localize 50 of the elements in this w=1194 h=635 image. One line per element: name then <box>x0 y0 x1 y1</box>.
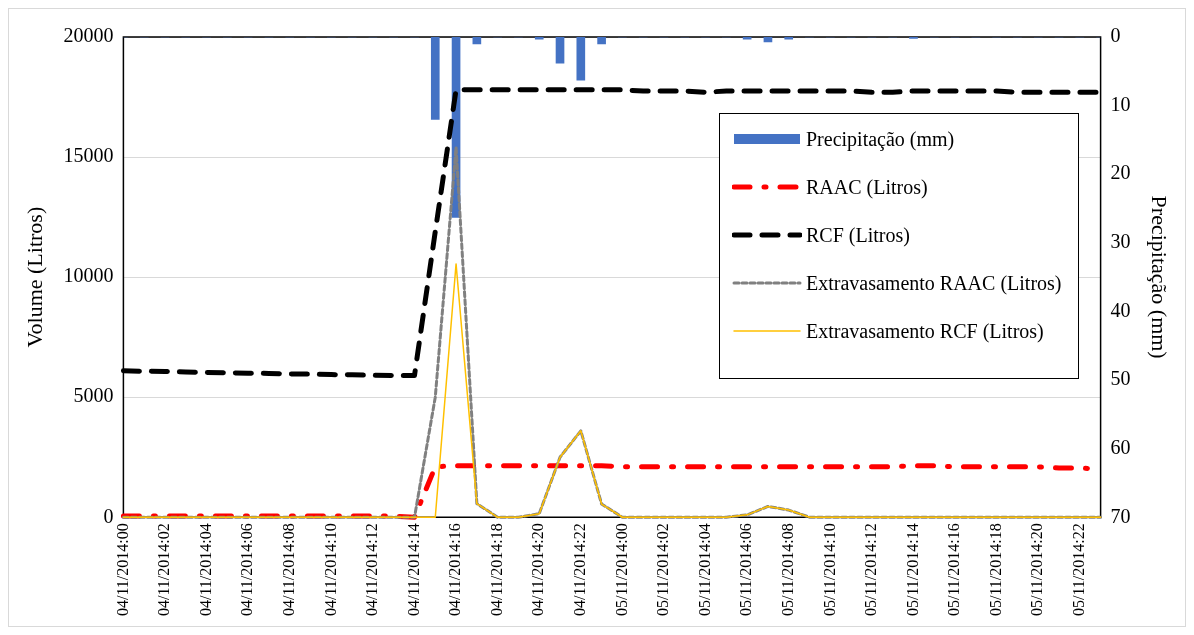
x-tick-label: 05/11/2014:14 <box>903 523 921 617</box>
x-tick-label: 05/11/2014:18 <box>986 523 1004 617</box>
x-tick-label: 05/11/2014:02 <box>654 523 672 617</box>
y2-tick-label: 40 <box>1110 298 1131 321</box>
legend-label: RCF (Litros) <box>806 224 910 246</box>
y-tick-label: 15000 <box>63 144 114 167</box>
y2-tick-label: 0 <box>1110 24 1121 47</box>
x-tick-label: 05/11/2014:20 <box>1028 523 1046 617</box>
x-tick-label: 05/11/2014:10 <box>820 523 838 617</box>
y2-axis-title: Precipitação (mm) <box>1147 195 1173 359</box>
x-tick-label: 04/11/2014:10 <box>321 523 339 617</box>
x-tick-label: 04/11/2014:02 <box>155 523 173 617</box>
y2-tick-label: 50 <box>1110 367 1131 390</box>
x-tick-label: 05/11/2014:00 <box>612 523 630 617</box>
bar <box>576 37 586 81</box>
y2-tick-label: 70 <box>1110 504 1131 527</box>
legend-label: Extravasamento RAAC (Litros) <box>806 272 1062 294</box>
x-tick-label: 04/11/2014:08 <box>279 523 297 617</box>
x-tick-label: 04/11/2014:06 <box>238 523 256 617</box>
y2-tick-label: 10 <box>1110 92 1131 115</box>
y2-tick-label: 30 <box>1110 230 1131 253</box>
y-tick-label: 0 <box>103 504 114 527</box>
legend-label: RAAC (Litros) <box>806 176 928 198</box>
x-tick-label: 04/11/2014:20 <box>529 523 547 617</box>
x-tick-label: 04/11/2014:04 <box>196 523 214 617</box>
x-tick-label: 04/11/2014:12 <box>363 523 381 617</box>
x-tick-label: 05/11/2014:06 <box>737 523 755 617</box>
y2-tick-label: 60 <box>1110 435 1131 458</box>
y-tick-label: 20000 <box>63 24 114 47</box>
bar <box>597 37 606 45</box>
x-tick-label: 04/11/2014:14 <box>404 523 422 617</box>
bar <box>555 37 565 64</box>
x-tick-label: 05/11/2014:04 <box>695 523 713 617</box>
bar <box>763 37 773 43</box>
x-tick-label: 04/11/2014:16 <box>446 523 464 617</box>
y2-tick-label: 20 <box>1110 161 1131 184</box>
bar <box>472 37 482 45</box>
x-tick-label: 04/11/2014:18 <box>487 523 505 617</box>
y-axis-title: Volume (Litros) <box>21 206 47 348</box>
x-tick-label: 05/11/2014:16 <box>945 523 963 617</box>
x-tick-label: 05/11/2014:12 <box>862 523 880 617</box>
x-tick-label: 05/11/2014:22 <box>1070 523 1088 617</box>
legend-label: Extravasamento RCF (Litros) <box>806 320 1044 342</box>
x-tick-label: 05/11/2014:08 <box>778 523 796 617</box>
bar <box>430 37 440 120</box>
y-tick-label: 10000 <box>63 264 114 287</box>
y-tick-label: 5000 <box>73 384 114 407</box>
x-tick-label: 04/11/2014:00 <box>113 523 131 617</box>
legend-label: Precipitação (mm) <box>806 128 955 150</box>
x-tick-label: 04/11/2014:22 <box>571 523 589 617</box>
